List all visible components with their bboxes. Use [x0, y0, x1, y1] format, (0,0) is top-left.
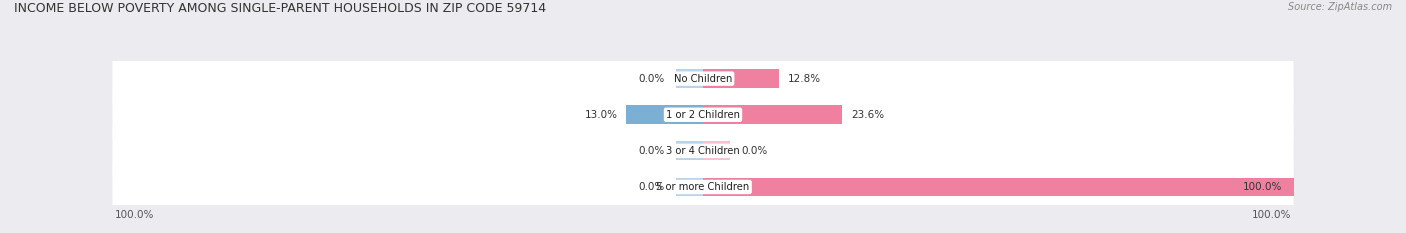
Text: Source: ZipAtlas.com: Source: ZipAtlas.com [1288, 2, 1392, 12]
Bar [626, 105, 703, 124]
Text: 12.8%: 12.8% [787, 74, 821, 84]
Text: 0.0%: 0.0% [638, 182, 665, 192]
Bar [676, 141, 703, 160]
FancyBboxPatch shape [112, 116, 1294, 186]
Text: 23.6%: 23.6% [851, 110, 884, 120]
FancyBboxPatch shape [112, 43, 1294, 114]
Bar [703, 69, 779, 88]
Text: 3 or 4 Children: 3 or 4 Children [666, 146, 740, 156]
Text: 0.0%: 0.0% [638, 146, 665, 156]
Bar [676, 178, 703, 196]
Text: INCOME BELOW POVERTY AMONG SINGLE-PARENT HOUSEHOLDS IN ZIP CODE 59714: INCOME BELOW POVERTY AMONG SINGLE-PARENT… [14, 2, 546, 15]
Text: 5 or more Children: 5 or more Children [657, 182, 749, 192]
Text: 100.0%: 100.0% [1243, 182, 1282, 192]
Bar [703, 178, 1294, 196]
FancyBboxPatch shape [112, 79, 1294, 150]
Bar [703, 141, 730, 160]
Text: 0.0%: 0.0% [638, 74, 665, 84]
Text: No Children: No Children [673, 74, 733, 84]
Text: 100.0%: 100.0% [115, 210, 155, 220]
Bar [703, 105, 842, 124]
Bar [676, 69, 703, 88]
FancyBboxPatch shape [112, 152, 1294, 222]
Text: 1 or 2 Children: 1 or 2 Children [666, 110, 740, 120]
Text: 0.0%: 0.0% [741, 146, 768, 156]
Text: 100.0%: 100.0% [1251, 210, 1291, 220]
Text: 13.0%: 13.0% [585, 110, 617, 120]
